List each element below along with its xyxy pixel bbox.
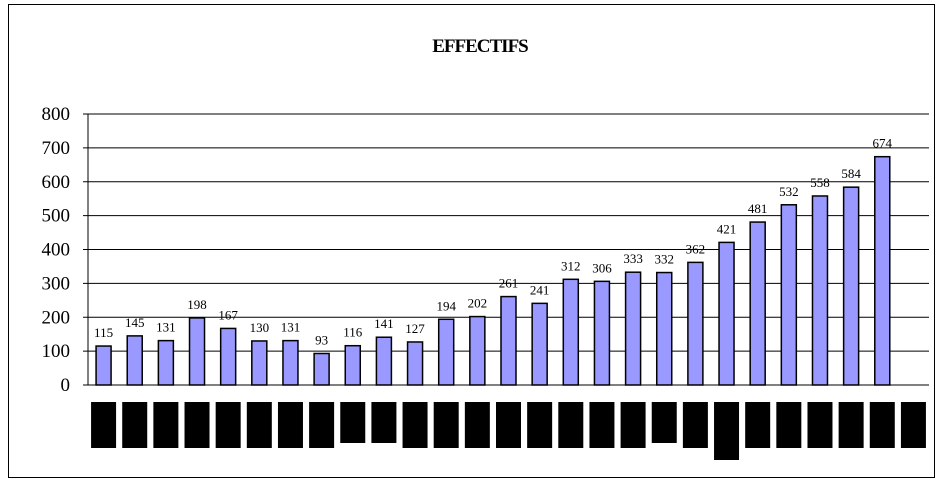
bar-1: [95, 345, 112, 386]
redacted-label-box-7: [277, 402, 303, 448]
data-label-4: 198: [187, 297, 207, 312]
data-label-7: 131: [281, 320, 301, 335]
bar-17: [593, 280, 611, 386]
bars: [95, 155, 891, 386]
data-label-6: 130: [250, 320, 270, 335]
redacted-label-box-26: [869, 402, 895, 448]
redacted-label-box-15: [527, 402, 553, 448]
bar-18: [624, 271, 642, 386]
bar-14: [500, 295, 517, 386]
bar-19: [655, 271, 673, 386]
redacted-label-box-9: [340, 402, 366, 443]
data-label-13: 202: [468, 296, 488, 311]
redacted-label-box-22: [745, 402, 771, 448]
redacted-label-box-4: [184, 402, 210, 448]
redacted-label-box-1: [91, 402, 117, 448]
data-label-9: 116: [343, 325, 363, 340]
bar-2: [126, 335, 143, 386]
data-label-25: 584: [841, 166, 861, 181]
data-label-15: 241: [530, 282, 550, 297]
bar-3: [157, 339, 175, 386]
redacted-label-box-23: [776, 402, 802, 448]
redacted-label-box-13: [464, 402, 490, 448]
chart-title: EFFECTIFS: [432, 36, 528, 57]
bar-15: [531, 302, 548, 386]
y-tick-label-700: 700: [42, 138, 71, 159]
bar-23: [780, 204, 798, 386]
data-label-19: 332: [654, 252, 674, 267]
redacted-label-box-10: [371, 402, 397, 443]
bar-20: [687, 261, 704, 386]
redacted-label-box-20: [682, 402, 708, 448]
data-label-17: 306: [592, 260, 612, 275]
redacted-label-box-5: [215, 402, 241, 448]
bar-6: [251, 340, 268, 386]
bar-11: [406, 341, 424, 386]
data-label-18: 333: [623, 251, 643, 266]
redacted-label-box-18: [620, 402, 646, 448]
redacted-label-box-3: [153, 402, 179, 448]
y-tick-label-100: 100: [42, 341, 71, 362]
bar-25: [842, 186, 860, 386]
bar-22: [749, 221, 766, 386]
y-tick-label-200: 200: [42, 307, 71, 328]
data-label-20: 362: [686, 241, 706, 256]
data-label-24: 558: [810, 175, 830, 190]
data-label-5: 167: [218, 307, 238, 322]
data-label-22: 481: [748, 201, 768, 216]
data-label-1: 115: [94, 325, 113, 340]
bar-9: [344, 344, 362, 386]
y-tick-label-800: 800: [42, 104, 71, 125]
y-axis: 0 100 200 300 400 500 600 700 800: [42, 104, 89, 396]
data-label-23: 532: [779, 184, 799, 199]
redacted-label-box-6: [246, 402, 272, 448]
bar-12: [437, 318, 455, 386]
y-tick-label-300: 300: [42, 273, 71, 294]
y-tick-label-400: 400: [42, 240, 71, 261]
bar-24: [811, 195, 829, 386]
y-tick-label-500: 500: [42, 206, 71, 227]
redacted-label-box-17: [589, 402, 615, 448]
redacted-label-box-27: [900, 402, 926, 448]
bar-4: [188, 317, 206, 386]
bar-26: [874, 155, 891, 386]
data-label-14: 261: [499, 276, 519, 291]
data-label-12: 194: [436, 298, 456, 313]
redacted-label-box-12: [433, 402, 459, 448]
data-label-8: 93: [315, 332, 328, 347]
data-labels: 115 145 131 198 167 130 131 93 116 141 127 194 202 26…: [94, 136, 892, 348]
y-tick-label-0: 0: [61, 375, 71, 396]
bar-7: [282, 339, 299, 386]
redacted-x-labels: [91, 402, 926, 460]
redacted-label-box-8: [309, 402, 335, 448]
redacted-label-box-21: [714, 402, 740, 460]
chart-frame: [8, 4, 935, 478]
redacted-label-box-24: [807, 402, 833, 448]
redacted-label-box-16: [558, 402, 584, 448]
redacted-label-box-25: [838, 402, 864, 448]
bar-13: [469, 315, 486, 386]
data-label-3: 131: [156, 320, 176, 335]
bar-8: [313, 352, 330, 386]
bar-21: [718, 241, 735, 386]
bar-10: [375, 336, 393, 386]
data-label-11: 127: [405, 321, 425, 336]
redacted-label-box-11: [402, 402, 428, 448]
redacted-label-box-19: [651, 402, 677, 443]
data-label-2: 145: [125, 315, 145, 330]
y-tick-label-600: 600: [42, 172, 71, 193]
data-label-16: 312: [561, 258, 581, 273]
redacted-label-box-14: [496, 402, 521, 448]
data-label-21: 421: [717, 221, 737, 236]
data-label-10: 141: [374, 316, 394, 331]
redacted-label-box-2: [122, 402, 148, 448]
bar-5: [219, 327, 237, 386]
data-label-26: 674: [873, 136, 893, 151]
bar-16: [562, 278, 580, 386]
